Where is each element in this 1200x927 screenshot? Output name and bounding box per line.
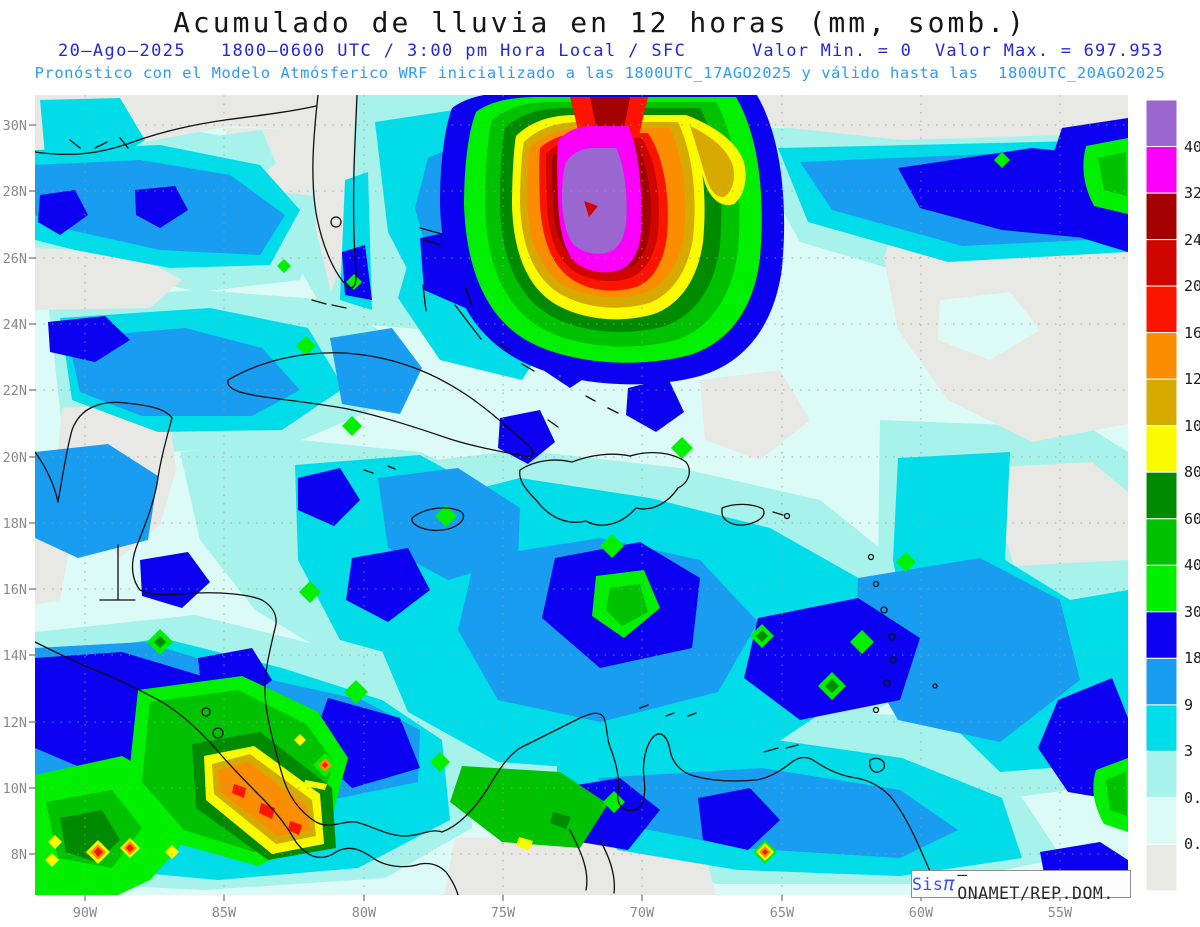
colorbar-tick-label: 80	[1184, 463, 1200, 481]
lon-tick-label: 55W	[1048, 905, 1073, 921]
colorbar-segment	[1145, 657, 1178, 706]
colorbar-tick-label: 240	[1184, 231, 1200, 249]
organization-name: – ONAMET/REP.DOM.	[957, 865, 1114, 903]
model-init-text: Pronóstico con el Modelo Atmósferico WRF…	[34, 64, 1166, 82]
lat-tick-label: 12N	[3, 715, 27, 731]
colorbar-tick-label: 100	[1184, 417, 1200, 435]
lon-tick-label: 90W	[73, 905, 98, 921]
storm-system	[440, 95, 785, 385]
lat-tick-label: 22N	[3, 383, 27, 399]
lat-tick-label: 14N	[3, 648, 27, 664]
lat-axis-labels: 30N 28N 26N 24N 22N 20N 18N 16N 14N 12N …	[3, 118, 27, 863]
colorbar-segment	[1145, 425, 1178, 473]
colorbar-segment	[1145, 146, 1178, 194]
colorbar-tick-label: 120	[1184, 370, 1200, 388]
colorbar-tick-label: 18	[1184, 649, 1200, 667]
lat-tick-label: 24N	[3, 317, 27, 333]
colorbar-segment	[1145, 99, 1178, 147]
lat-tick-label: 20N	[3, 450, 27, 466]
grid-lines	[35, 95, 1128, 895]
coastlines	[35, 95, 941, 895]
valid-time-text: 20–Ago–2025 1800–0600 UTC / 3:00 pm Hora…	[58, 41, 687, 61]
rainfall-shading-layer	[35, 95, 1128, 895]
lon-axis-labels: 90W 85W 80W 75W 70W 65W 60W 55W	[73, 905, 1073, 921]
colorbar-tick-label: 60	[1184, 510, 1200, 528]
colorbar: 400 320 240 200 160 120 100 80 60 40 30 …	[1145, 99, 1200, 892]
colorbar-segment	[1145, 332, 1178, 380]
colorbar-segment	[1145, 378, 1178, 427]
lat-tick-label: 18N	[3, 516, 27, 532]
colorbar-tick-label: 9	[1184, 696, 1193, 714]
colorbar-segment	[1145, 564, 1178, 613]
lat-tick-label: 16N	[3, 582, 27, 598]
colorbar-tick-label: 200	[1184, 277, 1200, 295]
colorbar-tick-label: 40	[1184, 556, 1200, 574]
colorbar-tick-label: 400	[1184, 138, 1200, 156]
lon-tick-label: 80W	[352, 905, 377, 921]
colorbar-tick-label: 0.2	[1184, 835, 1200, 853]
colorbar-tick-label: 0.8	[1184, 789, 1200, 807]
lat-tick-label: 28N	[3, 184, 27, 200]
colorbar-tick-label: 30	[1184, 603, 1200, 621]
lat-tick-label: 8N	[11, 847, 27, 863]
attribution-badge: Sis π – ONAMET/REP.DOM.	[911, 865, 1131, 903]
colorbar-tick-label: 3	[1184, 742, 1193, 760]
colorbar-segment	[1145, 471, 1178, 520]
colorbar-segment	[1145, 518, 1178, 566]
colorbar-segment	[1145, 192, 1178, 241]
lon-tick-label: 85W	[212, 905, 237, 921]
colorbar-tick-label: 160	[1184, 324, 1200, 342]
lat-tick-label: 10N	[3, 781, 27, 797]
colorbar-segment	[1145, 844, 1178, 892]
colorbar-segment	[1145, 285, 1178, 334]
page-title: Acumulado de lluvia en 12 horas (mm, som…	[173, 6, 1027, 39]
colorbar-tick-label: 320	[1184, 184, 1200, 202]
lon-tick-label: 70W	[630, 905, 655, 921]
lon-tick-label: 65W	[770, 905, 795, 921]
lat-tick-label: 30N	[3, 118, 27, 134]
colorbar-segment	[1145, 239, 1178, 287]
lat-tick-label: 26N	[3, 251, 27, 267]
lon-tick-label: 75W	[491, 905, 516, 921]
axis-ticks	[29, 124, 1061, 901]
colorbar-segment	[1145, 750, 1178, 799]
colorbar-segment	[1145, 704, 1178, 752]
pi-symbol: π	[943, 873, 956, 895]
system-name: Sis	[912, 874, 944, 894]
min-max-values-text: Valor Min. = 0 Valor Max. = 697.953	[752, 41, 1164, 61]
lon-tick-label: 60W	[909, 905, 934, 921]
colorbar-segment	[1145, 611, 1178, 659]
colorbar-segment	[1145, 797, 1178, 845]
